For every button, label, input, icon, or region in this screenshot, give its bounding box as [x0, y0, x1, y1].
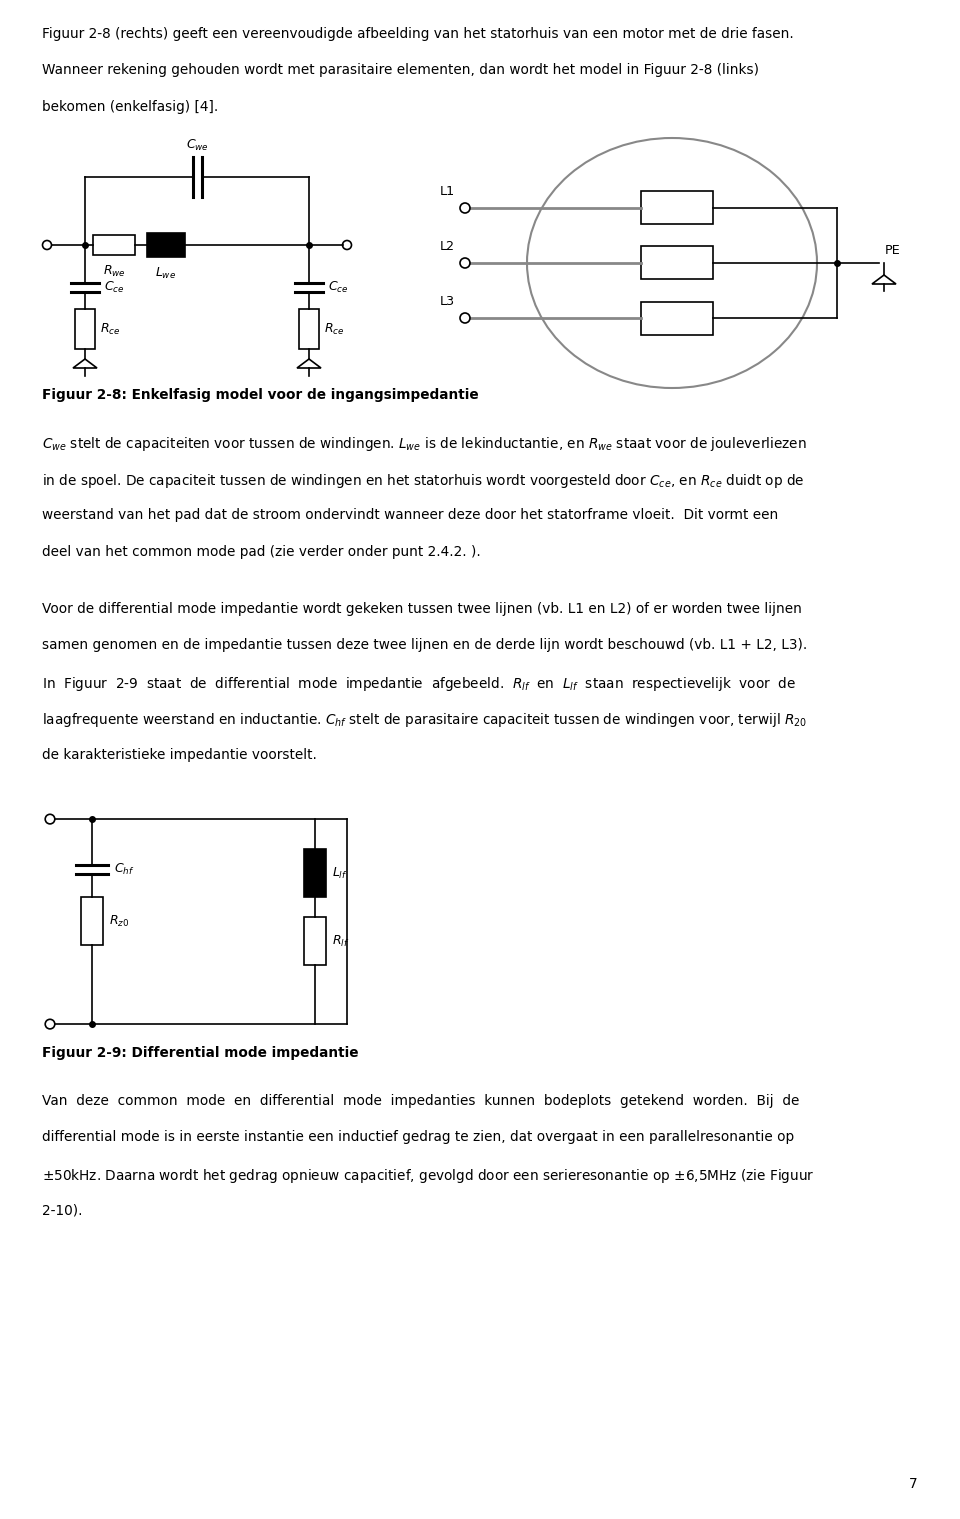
Text: $\pm$50kHz. Daarna wordt het gedrag opnieuw capacitief, gevolgd door een seriere: $\pm$50kHz. Daarna wordt het gedrag opni…: [42, 1167, 814, 1185]
Text: $R_{ce}$: $R_{ce}$: [100, 322, 121, 337]
Text: bekomen (enkelfasig) [4].: bekomen (enkelfasig) [4].: [42, 100, 218, 114]
Text: $C_{ce}$: $C_{ce}$: [104, 279, 125, 295]
FancyBboxPatch shape: [641, 191, 713, 225]
Text: Figuur 2-8: Enkelfasig model voor de ingangsimpedantie: Figuur 2-8: Enkelfasig model voor de ing…: [42, 387, 479, 403]
Text: $R_{z0}$: $R_{z0}$: [109, 913, 130, 928]
Text: differential mode is in eerste instantie een inductief gedrag te zien, dat overg: differential mode is in eerste instantie…: [42, 1130, 794, 1144]
Text: $C_{we}$ stelt de capaciteiten voor tussen de windingen. $L_{we}$ is de lekinduc: $C_{we}$ stelt de capaciteiten voor tuss…: [42, 436, 806, 454]
Text: 2-10).: 2-10).: [42, 1203, 83, 1217]
FancyBboxPatch shape: [75, 308, 95, 349]
Text: $R_{ce}$: $R_{ce}$: [324, 322, 345, 337]
Text: Voor de differential mode impedantie wordt gekeken tussen twee lijnen (vb. L1 en: Voor de differential mode impedantie wor…: [42, 602, 802, 615]
Text: $C_{we}$: $C_{we}$: [185, 138, 208, 153]
Text: $R_{lf}$: $R_{lf}$: [332, 934, 349, 949]
FancyBboxPatch shape: [147, 232, 185, 257]
Text: L1: L1: [440, 185, 455, 197]
Text: $C_{hf}$: $C_{hf}$: [114, 861, 134, 876]
FancyBboxPatch shape: [304, 849, 326, 898]
Text: In  Figuur  2-9  staat  de  differential  mode  impedantie  afgebeeld.  $R_{lf}$: In Figuur 2-9 staat de differential mode…: [42, 674, 796, 693]
Text: L2: L2: [440, 240, 455, 254]
Text: 7: 7: [909, 1476, 918, 1492]
Text: samen genomen en de impedantie tussen deze twee lijnen en de derde lijn wordt be: samen genomen en de impedantie tussen de…: [42, 638, 807, 652]
Text: $L_{we}$: $L_{we}$: [156, 266, 177, 281]
Text: $R_{we}$: $R_{we}$: [103, 264, 126, 279]
Text: $L_{lf}$: $L_{lf}$: [332, 866, 348, 881]
Text: PE: PE: [885, 245, 900, 257]
Text: Figuur 2-9: Differential mode impedantie: Figuur 2-9: Differential mode impedantie: [42, 1047, 358, 1060]
Text: Wanneer rekening gehouden wordt met parasitaire elementen, dan wordt het model i: Wanneer rekening gehouden wordt met para…: [42, 64, 759, 77]
FancyBboxPatch shape: [641, 301, 713, 334]
Text: $C_{ce}$: $C_{ce}$: [328, 279, 348, 295]
Text: laagfrequente weerstand en inductantie. $C_{hf}$ stelt de parasitaire capaciteit: laagfrequente weerstand en inductantie. …: [42, 711, 807, 729]
FancyBboxPatch shape: [304, 917, 326, 965]
Text: Figuur 2-8 (rechts) geeft een vereenvoudigde afbeelding van het statorhuis van e: Figuur 2-8 (rechts) geeft een vereenvoud…: [42, 27, 794, 41]
FancyBboxPatch shape: [81, 898, 103, 945]
Text: deel van het common mode pad (zie verder onder punt 2.4.2. ).: deel van het common mode pad (zie verder…: [42, 545, 481, 559]
Text: L3: L3: [440, 295, 455, 308]
Text: weerstand van het pad dat de stroom ondervindt wanneer deze door het statorframe: weerstand van het pad dat de stroom onde…: [42, 509, 779, 523]
Text: de karakteristieke impedantie voorstelt.: de karakteristieke impedantie voorstelt.: [42, 747, 317, 761]
FancyBboxPatch shape: [641, 246, 713, 279]
Text: Van  deze  common  mode  en  differential  mode  impedanties  kunnen  bodeplots : Van deze common mode en differential mod…: [42, 1094, 800, 1107]
Text: in de spoel. De capaciteit tussen de windingen en het statorhuis wordt voorgeste: in de spoel. De capaciteit tussen de win…: [42, 472, 804, 491]
FancyBboxPatch shape: [93, 235, 135, 255]
FancyBboxPatch shape: [299, 308, 319, 349]
